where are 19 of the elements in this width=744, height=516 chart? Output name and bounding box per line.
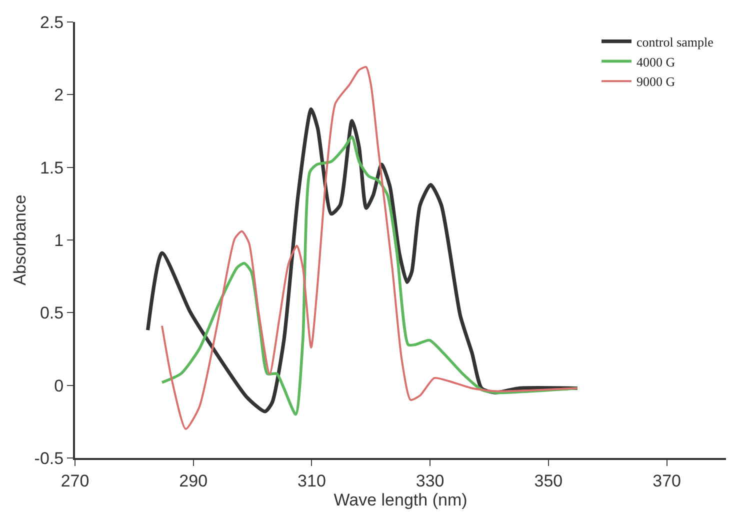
line-series (161, 66, 578, 430)
x-tick-label: 290 (179, 471, 208, 490)
y-tick-label: 2.5 (40, 12, 64, 32)
x-tick-label: 270 (60, 471, 90, 490)
x-axis-title: Wave length (nm) (334, 490, 468, 510)
y-tick-label: 2 (54, 86, 64, 105)
y-tick-label: 1.5 (40, 158, 64, 178)
y-tick-label: 0 (54, 376, 64, 396)
x-tick-label: 330 (416, 471, 444, 490)
legend-label: control sample (636, 34, 714, 50)
legend-label: 9000 G (636, 74, 676, 90)
y-tick-label: -0.5 (34, 448, 64, 468)
y-axis-title: Absorbance (10, 194, 30, 286)
y-tick-label: 0.5 (40, 304, 64, 323)
x-tick-label: 350 (534, 471, 563, 490)
y-tick-label: 1 (54, 230, 64, 250)
legend-label: 4000 G (636, 54, 676, 70)
x-tick-label: 310 (298, 471, 326, 490)
x-tick-label: 370 (652, 471, 682, 490)
